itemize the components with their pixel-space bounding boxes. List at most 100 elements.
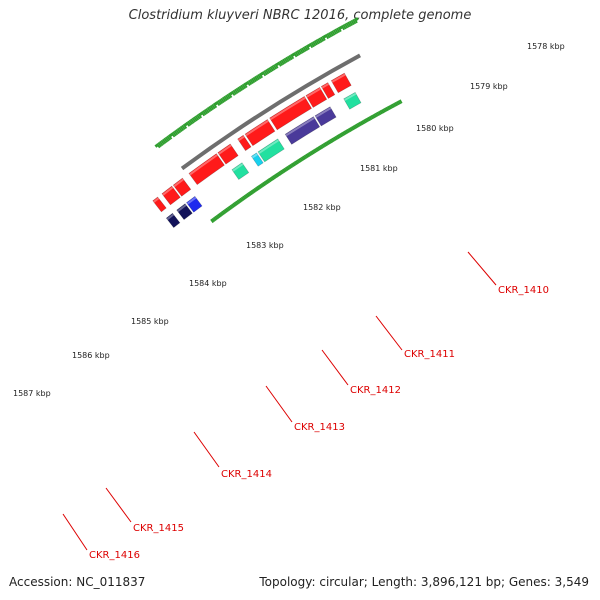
ruler-label: 1585 kbp bbox=[131, 317, 169, 326]
gene-label[interactable]: CKR_1411 bbox=[404, 349, 455, 360]
gene-label[interactable]: CKR_1413 bbox=[294, 422, 345, 433]
ruler-tick bbox=[302, 46, 307, 52]
inner-ruler-tick bbox=[359, 120, 364, 126]
inner-ruler-tick bbox=[210, 218, 215, 224]
ruler-tick bbox=[255, 74, 260, 81]
ruler-tick bbox=[224, 94, 230, 100]
ruler-tick bbox=[299, 48, 304, 54]
gene-label-leader bbox=[467, 251, 497, 286]
ruler-tick bbox=[197, 113, 203, 119]
gene-label[interactable]: CKR_1412 bbox=[350, 385, 401, 396]
ruler-tick bbox=[247, 79, 253, 86]
inner-ruler-tick bbox=[367, 116, 371, 122]
inner-ruler-tick bbox=[319, 144, 324, 149]
gene-label[interactable]: CKR_1415 bbox=[133, 523, 184, 534]
inner-ruler-tick bbox=[365, 117, 370, 122]
ruler-tick bbox=[271, 65, 276, 71]
inner-ruler-tick bbox=[260, 182, 265, 188]
inner-ruler-tick bbox=[232, 202, 237, 207]
inner-ruler-tick bbox=[347, 127, 352, 133]
ruler-tick bbox=[249, 78, 254, 85]
inner-ruler-tick bbox=[394, 101, 398, 107]
inner-ruler-tick bbox=[314, 148, 318, 153]
inner-ruler-tick bbox=[225, 207, 230, 212]
cds-forward-highlight bbox=[321, 83, 330, 89]
ruler-tick bbox=[160, 139, 165, 145]
inner-ruler-tick bbox=[273, 174, 278, 179]
ruler-tick bbox=[316, 38, 321, 44]
inner-ruler-tick bbox=[284, 166, 289, 171]
inner-ruler-tick bbox=[350, 126, 355, 131]
inner-ruler-tick bbox=[376, 111, 380, 117]
cds-forward-highlight bbox=[269, 96, 306, 121]
ruler-tick bbox=[202, 110, 207, 116]
ruler-tick bbox=[176, 128, 182, 134]
ruler-tick bbox=[290, 53, 295, 60]
ruler-tick bbox=[328, 32, 333, 38]
cds-forward bbox=[217, 143, 239, 165]
ruler-tick bbox=[285, 56, 290, 62]
inner-ruler-tick bbox=[266, 179, 271, 184]
ruler-tick bbox=[185, 121, 191, 127]
gene-label[interactable]: CKR_1416 bbox=[89, 550, 140, 561]
inner-ruler-tick bbox=[212, 216, 217, 222]
inner-ruler-tick bbox=[341, 131, 346, 136]
cds-forward-highlight bbox=[153, 197, 160, 203]
ruler-tick bbox=[179, 125, 185, 131]
ruler-tick bbox=[280, 59, 285, 65]
ruler-tick bbox=[288, 54, 293, 61]
inner-ruler-tick bbox=[368, 115, 373, 121]
gene-label[interactable]: CKR_1410 bbox=[498, 285, 549, 296]
ruler-tick bbox=[318, 37, 323, 43]
inner-ruler-tick bbox=[353, 124, 358, 129]
gene-label-leader bbox=[105, 487, 132, 523]
inner-ruler-tick bbox=[362, 119, 367, 124]
rna-feature bbox=[257, 138, 285, 163]
inner-ruler-tick bbox=[299, 157, 304, 162]
inner-ruler-tick bbox=[245, 193, 249, 198]
inner-ruler-tick bbox=[287, 164, 292, 170]
ruler-tick bbox=[337, 26, 342, 33]
inner-ruler-tick bbox=[340, 132, 345, 137]
ruler-tick bbox=[226, 93, 231, 99]
ruler-tick bbox=[275, 62, 280, 67]
inner-ruler-tick bbox=[331, 137, 336, 142]
cds-forward bbox=[152, 196, 167, 213]
gene-labels: CKR_1410 CKR_1411 CKR_1412 CKR_1413 CKR_1414… bbox=[62, 251, 549, 561]
inner-ruler-tick bbox=[289, 163, 293, 169]
inner-ruler-tick bbox=[250, 189, 255, 194]
inner-ruler-tick bbox=[318, 145, 323, 150]
inner-ruler-tick bbox=[267, 178, 272, 183]
inner-ruler-tick bbox=[337, 133, 342, 139]
ruler-tick bbox=[220, 97, 225, 103]
inner-ruler-tick bbox=[303, 154, 308, 159]
gene-label[interactable]: CKR_1414 bbox=[221, 469, 272, 480]
ruler-tick bbox=[182, 123, 188, 129]
inner-ruler-tick bbox=[253, 187, 258, 193]
ruler-tick bbox=[200, 111, 206, 117]
ruler-tick bbox=[352, 18, 357, 25]
cds-forward bbox=[172, 177, 192, 197]
inner-ruler-tick bbox=[373, 113, 377, 118]
inner-ruler-tick bbox=[217, 213, 221, 218]
ruler-tick bbox=[212, 102, 218, 109]
ruler-tick bbox=[191, 117, 197, 123]
inner-ruler-tick bbox=[239, 197, 244, 202]
inner-ruler-tick bbox=[361, 120, 365, 125]
inner-ruler-tick bbox=[270, 176, 275, 181]
ruler-tick bbox=[279, 60, 284, 66]
rna-feature-highlight bbox=[232, 163, 244, 172]
ruler-tick bbox=[339, 25, 343, 30]
ruler-label: 1582 kbp bbox=[303, 203, 341, 212]
inner-ruler-tick bbox=[371, 114, 376, 119]
ruler-tick bbox=[340, 25, 345, 31]
inner-ruler-tick bbox=[218, 212, 223, 217]
ruler-label: 1581 kbp bbox=[360, 164, 398, 173]
ruler-tick bbox=[269, 66, 274, 72]
ruler-tick bbox=[304, 45, 309, 51]
ruler-tick bbox=[309, 42, 314, 49]
inner-ruler-tick bbox=[276, 172, 281, 177]
ruler-tick bbox=[332, 29, 337, 35]
ruler-tick bbox=[294, 51, 299, 57]
ruler-tick bbox=[312, 41, 317, 47]
